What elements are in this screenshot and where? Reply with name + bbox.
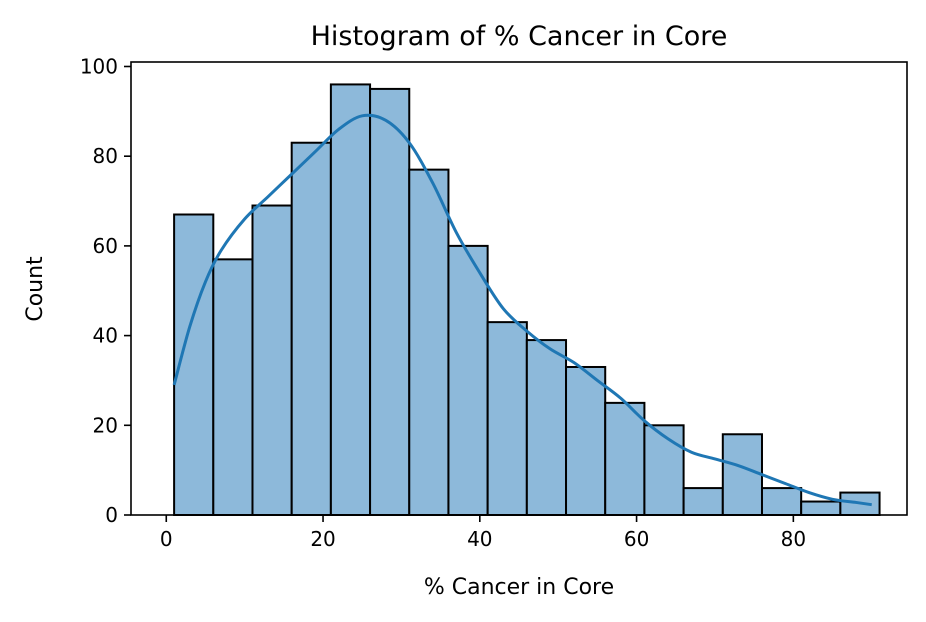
y-tick-label-80: 80 (93, 144, 118, 168)
histogram-bar-9 (525, 339, 568, 516)
y-tick-label-100: 100 (80, 54, 118, 78)
histogram-bar-15 (760, 487, 803, 516)
histogram-bar-4 (329, 83, 372, 517)
histogram-bar-14 (721, 433, 763, 516)
histogram-bar-13 (682, 487, 724, 516)
plot-frame (130, 61, 908, 516)
y-tick-label-40: 40 (93, 324, 118, 348)
x-tick-label-80: 80 (781, 527, 806, 551)
x-tick-label-60: 60 (624, 527, 649, 551)
y-axis-label: Count (23, 256, 48, 322)
chart-title: Histogram of % Cancer in Core (311, 21, 728, 52)
x-tick-label-40: 40 (467, 527, 492, 551)
histogram-bar-3 (290, 141, 332, 516)
histogram-bar-5 (369, 87, 411, 516)
histogram-bar-8 (486, 321, 528, 517)
histogram-bar-6 (408, 168, 450, 516)
histogram-bar-10 (565, 365, 607, 516)
x-tick-label-20: 20 (310, 527, 335, 551)
x-tick-label-0: 0 (160, 527, 173, 551)
y-tick-label-0: 0 (105, 503, 118, 527)
histogram-bar-1 (212, 258, 254, 516)
histogram-bar-7 (447, 244, 489, 516)
y-tick-label-20: 20 (93, 413, 118, 437)
y-tick-label-60: 60 (93, 234, 118, 258)
x-axis-label: % Cancer in Core (424, 575, 614, 600)
histogram-bar-16 (800, 500, 842, 517)
histogram-bar-12 (643, 424, 685, 516)
histogram-bar-11 (604, 401, 646, 516)
x-axis-ticks: 0 20 40 60 80 (160, 515, 806, 551)
kde-curve (172, 113, 872, 507)
histogram-bars (173, 83, 881, 517)
y-axis-ticks: 0 20 40 60 80 100 (80, 54, 131, 527)
histogram-bar-2 (251, 204, 293, 517)
